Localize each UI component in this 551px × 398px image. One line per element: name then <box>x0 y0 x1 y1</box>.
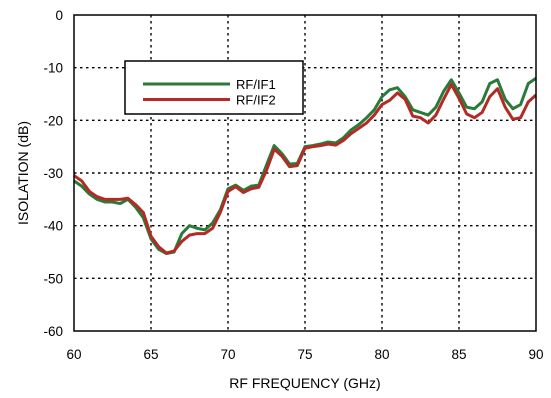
x-axis-title: RF FREQUENCY (GHz) <box>229 375 380 391</box>
y-tick-label-0: 0 <box>55 8 63 23</box>
x-tick-label-80: 80 <box>374 347 389 362</box>
legend-box <box>124 60 304 115</box>
legend: RF/IF1 RF/IF2 <box>124 60 304 115</box>
y-tick-label-30: -30 <box>43 166 63 181</box>
series-line-rf-if1 <box>73 76 537 256</box>
x-tick-label-75: 75 <box>297 347 312 362</box>
x-tick-label-65: 65 <box>143 347 158 362</box>
x-tick-label-90: 90 <box>528 347 543 362</box>
y-tick-label-50: -50 <box>43 271 63 286</box>
y-tick-label-10: -10 <box>43 61 63 76</box>
grid-lines <box>74 15 536 331</box>
x-tick-label-60: 60 <box>66 347 81 362</box>
legend-label-rf-if1: RF/IF1 <box>236 77 276 92</box>
x-tick-label-70: 70 <box>220 347 235 362</box>
tick-labels: 60 65 70 75 80 85 90 0 -10 -20 -30 -40 -50 -60 <box>43 8 543 362</box>
series-line-rf-if2 <box>73 83 537 255</box>
y-tick-label-20: -20 <box>43 113 63 128</box>
y-tick-label-40: -40 <box>43 219 63 234</box>
y-tick-label-60: -60 <box>43 324 63 339</box>
y-axis-title: ISOLATION (dB) <box>15 121 31 225</box>
x-tick-label-85: 85 <box>451 347 466 362</box>
plot-frame <box>73 14 537 332</box>
series-lines <box>73 76 537 256</box>
legend-label-rf-if2: RF/IF2 <box>236 93 276 108</box>
